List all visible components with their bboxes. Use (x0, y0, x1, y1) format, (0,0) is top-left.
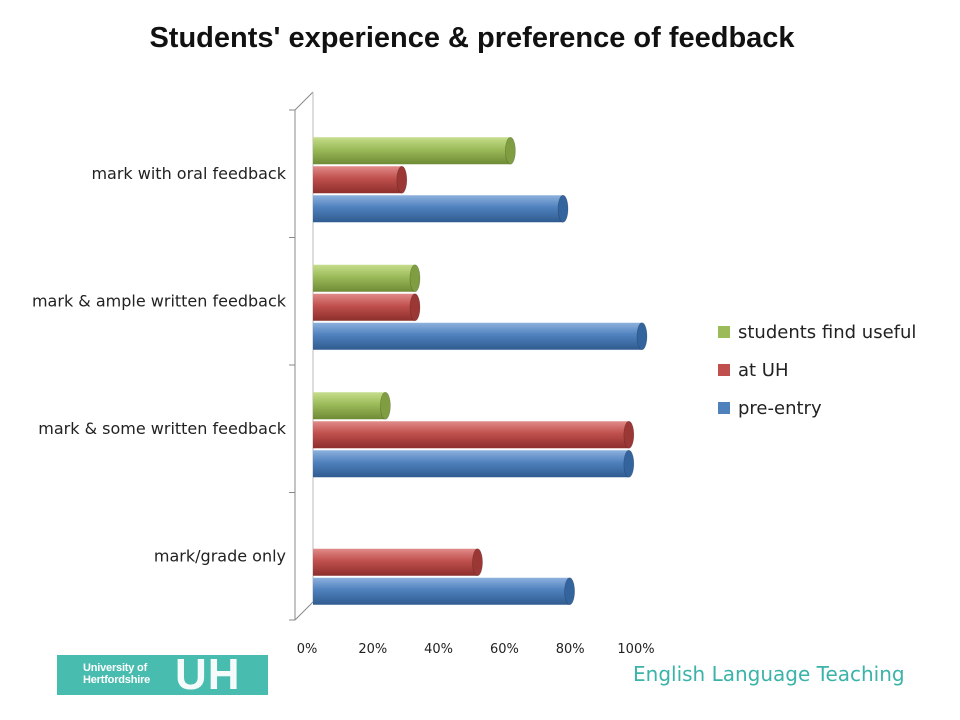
bar-end-cap (396, 165, 408, 194)
chart-title: Students' experience & preference of fee… (149, 22, 795, 54)
bar-pre-entry-3 (313, 577, 570, 605)
bar-students-find-useful-0 (313, 137, 511, 165)
category-label: mark with oral feedback (91, 164, 286, 183)
x-tick-label: 60% (490, 642, 519, 657)
bar-students-find-useful-1 (313, 264, 415, 292)
bar-end-cap (623, 449, 635, 478)
bar-end-cap (557, 194, 569, 223)
bar-end-cap (505, 136, 516, 165)
bar-end-cap (623, 420, 635, 449)
legend-swatch (718, 326, 730, 338)
bar-at-UH-1 (313, 293, 415, 321)
bar-students-find-useful-2 (313, 392, 386, 420)
legend-swatch (718, 402, 730, 414)
bar-at-UH-3 (313, 548, 478, 576)
back-wall-edge (294, 91, 314, 111)
category-label: mark & some written feedback (38, 419, 286, 438)
category-label: mark/grade only (154, 546, 286, 565)
x-tick-label: 40% (424, 642, 453, 657)
x-tick-label: 100% (617, 642, 654, 657)
floor-edge (294, 601, 314, 621)
x-tick-label: 0% (297, 642, 318, 657)
bars (313, 136, 648, 606)
university-logo: University of Hertfordshire UH (57, 650, 268, 699)
bar-pre-entry-0 (313, 195, 564, 223)
bar-end-cap (380, 391, 391, 420)
legend-swatch (718, 364, 730, 376)
bar-pre-entry-1 (313, 322, 642, 350)
bar-pre-entry-2 (313, 450, 629, 478)
bar-end-cap (636, 322, 648, 351)
bar-end-cap (409, 293, 421, 322)
axes (289, 91, 314, 621)
legend-label: pre-entry (738, 398, 822, 419)
category-label: mark & ample written feedback (32, 291, 287, 310)
bar-end-cap (409, 264, 421, 293)
legend-label: at UH (738, 360, 789, 381)
logo-mark: UH (175, 650, 241, 699)
legend: students find useful at UH pre-entry (718, 322, 916, 419)
bar-at-UH-2 (313, 421, 629, 449)
bar-end-cap (472, 548, 483, 577)
bar-end-cap (564, 577, 575, 606)
footer-text: English Language Teaching (633, 662, 905, 686)
labels: 0% 20% 40% 60% 80% 100% mark with oral feedbac… (32, 164, 655, 657)
legend-label: students find useful (738, 322, 916, 343)
logo-name: University of Hertfordshire (83, 662, 151, 686)
bar-at-UH-0 (313, 166, 402, 194)
x-tick-label: 80% (556, 642, 585, 657)
x-tick-label: 20% (358, 642, 387, 657)
